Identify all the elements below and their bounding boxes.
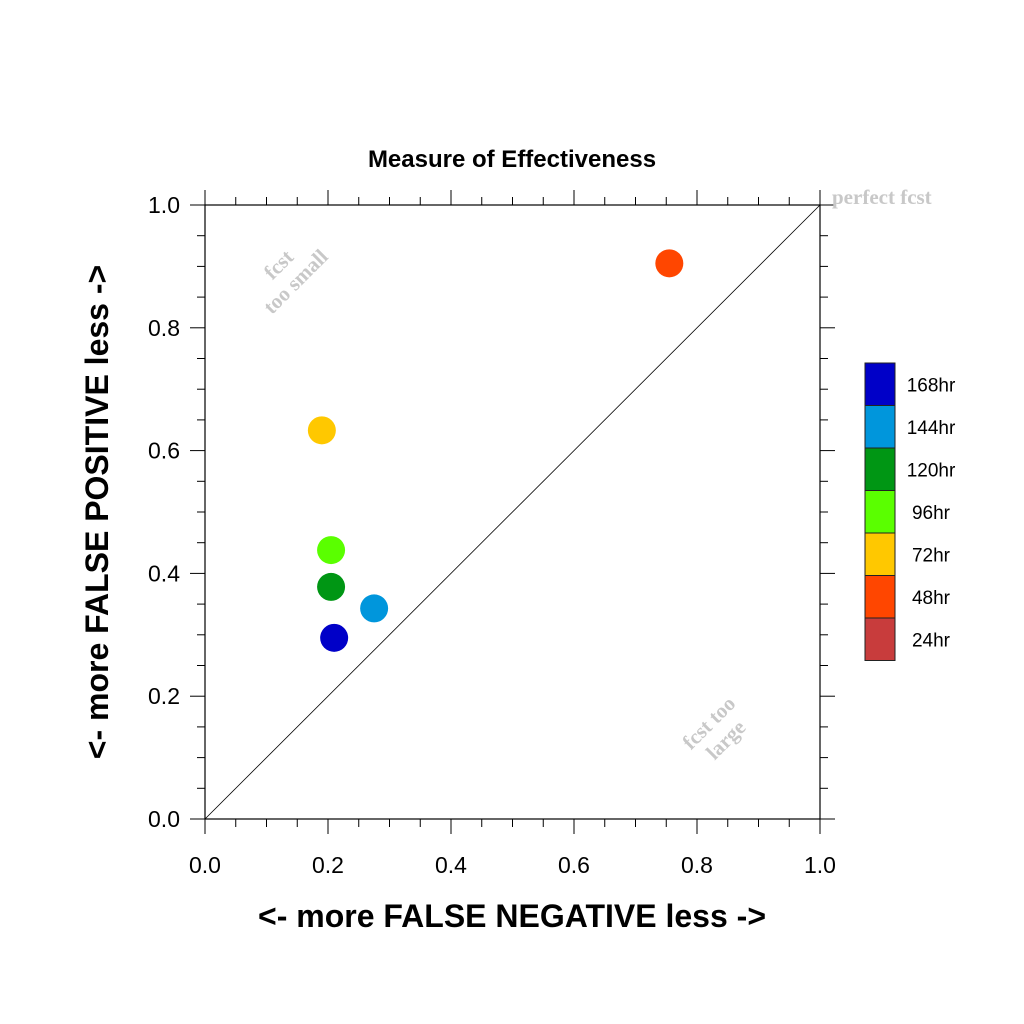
fcst-too-small-annotation: fcst too small — [258, 244, 332, 318]
point-168hr — [320, 623, 349, 652]
legend: 168hr 144hr 120hr 96hr 72hr 48hr 24hr — [864, 362, 956, 661]
legend-label-72hr: 72hr — [912, 545, 951, 566]
legend-label-168hr: 168hr — [907, 375, 956, 396]
point-96hr — [317, 536, 346, 565]
point-72hr — [307, 416, 336, 445]
legend-label-120hr: 120hr — [907, 460, 956, 481]
legend-label-24hr: 24hr — [912, 630, 951, 651]
legend-swatch-72hr — [864, 532, 896, 576]
diagonal-reference-line — [204, 204, 821, 820]
x-tick-label: 0.4 — [435, 852, 467, 878]
x-tick-labels: 0.0 0.2 0.4 0.6 0.8 1.0 — [189, 852, 836, 878]
x-tick-label: 0.8 — [681, 852, 713, 878]
x-axis-label: <- more FALSE NEGATIVE less -> — [258, 898, 766, 934]
x-tick-label: 1.0 — [804, 852, 836, 878]
legend-swatch-144hr — [864, 405, 896, 449]
y-tick-label: 0.4 — [148, 560, 180, 586]
y-axis-label: <- more FALSE POSITIVE less -> — [79, 265, 115, 759]
perfect-fcst-annotation: perfect fcst — [832, 185, 932, 209]
point-144hr — [360, 594, 389, 623]
y-tick-label: 0.8 — [148, 315, 180, 341]
y-tick-labels: 0.0 0.2 0.4 0.6 0.8 1.0 — [148, 192, 180, 832]
axis-ticks — [190, 190, 835, 834]
x-tick-label: 0.6 — [558, 852, 590, 878]
x-tick-label: 0.0 — [189, 852, 221, 878]
legend-label-96hr: 96hr — [912, 503, 951, 524]
legend-swatch-168hr — [864, 362, 896, 406]
y-tick-label: 1.0 — [148, 192, 180, 218]
data-points — [307, 249, 684, 652]
fcst-too-large-annotation: fcst too large — [677, 691, 750, 764]
y-tick-label: 0.2 — [148, 683, 180, 709]
legend-swatch-24hr — [864, 617, 896, 661]
legend-label-48hr: 48hr — [912, 588, 951, 609]
x-tick-label: 0.2 — [312, 852, 344, 878]
chart-title: Measure of Effectiveness — [368, 146, 656, 173]
point-48hr — [655, 249, 684, 278]
legend-swatch-48hr — [864, 575, 896, 619]
legend-swatch-96hr — [864, 490, 896, 534]
y-tick-label: 0.0 — [148, 806, 180, 832]
point-120hr — [317, 572, 346, 601]
legend-swatch-120hr — [864, 447, 896, 491]
legend-label-144hr: 144hr — [907, 418, 956, 439]
y-tick-label: 0.6 — [148, 438, 180, 464]
